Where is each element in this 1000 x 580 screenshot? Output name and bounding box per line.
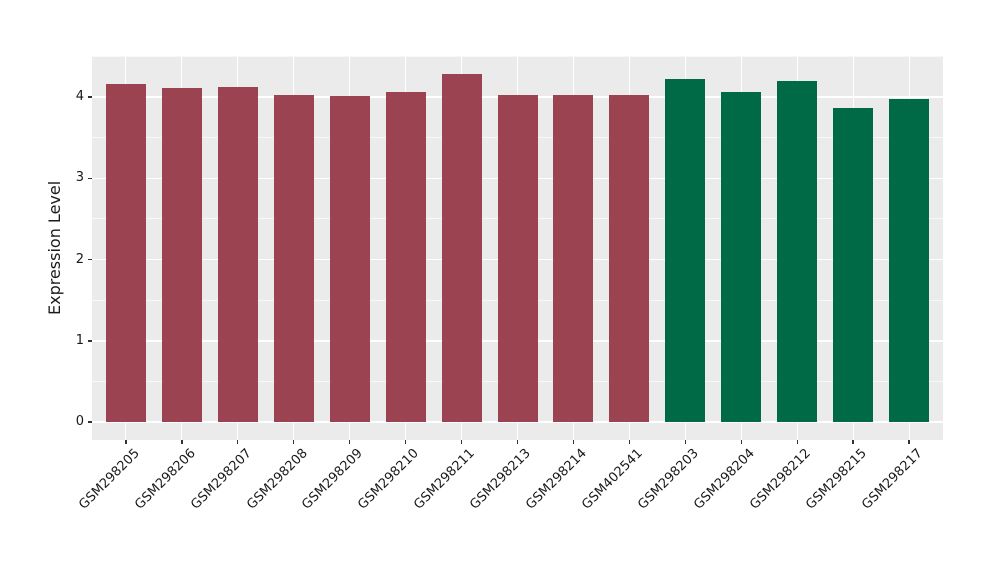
x-tick-mark [572, 440, 575, 444]
y-tick-mark [88, 340, 92, 342]
bar-GSM298208 [273, 94, 314, 422]
x-tick-mark [460, 440, 463, 444]
x-tick-mark [628, 440, 631, 444]
y-axis-title: Expression Level [45, 180, 64, 316]
bar-GSM298215 [833, 107, 874, 422]
x-tick-mark [348, 440, 351, 444]
y-tick-mark [88, 96, 92, 98]
bar-GSM298212 [777, 80, 818, 422]
y-tick-label: 1 [75, 332, 84, 348]
bar-GSM298204 [721, 92, 762, 422]
x-tick-mark [292, 440, 295, 444]
x-tick-mark [796, 440, 799, 444]
x-tick-mark [908, 440, 910, 444]
bar-GSM298209 [329, 96, 370, 422]
y-tick-label: 2 [75, 251, 84, 267]
x-tick-mark [516, 440, 519, 444]
bar-GSM298211 [441, 74, 482, 422]
bar-GSM298217 [889, 99, 930, 422]
y-tick-label: 4 [75, 89, 84, 104]
x-tick-mark [404, 440, 407, 444]
bar-GSM298206 [161, 88, 202, 422]
x-tick-mark [236, 440, 239, 444]
y-tick-mark [88, 421, 92, 423]
x-tick-mark [181, 440, 183, 444]
x-tick-mark [684, 440, 687, 444]
x-tick-mark [852, 440, 854, 444]
bar-GSM298207 [217, 87, 258, 422]
bar-GSM402541 [609, 94, 650, 422]
y-tick-mark [88, 258, 92, 261]
bar-GSM298205 [105, 84, 146, 422]
bar-GSM298214 [553, 94, 594, 422]
x-tick-mark [125, 440, 127, 444]
x-tick-mark [740, 440, 743, 444]
y-tick-label: 3 [75, 170, 84, 186]
y-tick-mark [88, 177, 92, 179]
bar-GSM298213 [497, 94, 538, 422]
y-tick-label: 0 [75, 414, 84, 429]
bar-GSM298210 [385, 92, 426, 422]
plot-panel [92, 55, 943, 440]
bar-GSM298203 [665, 79, 706, 422]
